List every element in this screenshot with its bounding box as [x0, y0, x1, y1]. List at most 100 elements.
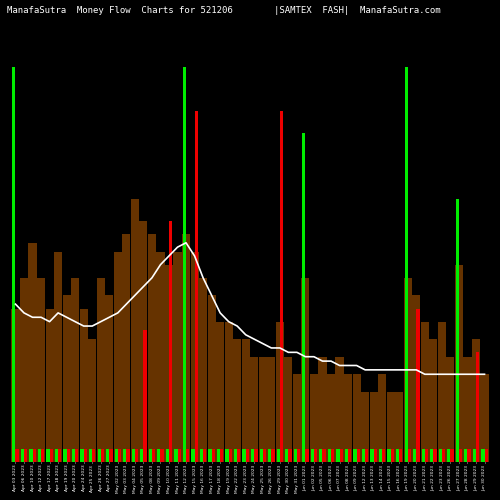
Bar [413, 449, 416, 462]
Bar [105, 296, 114, 462]
Bar [450, 449, 454, 462]
Bar [50, 449, 53, 462]
Bar [468, 449, 470, 462]
Bar [123, 449, 126, 462]
Bar [20, 278, 28, 462]
Bar [434, 449, 436, 462]
Bar [268, 449, 272, 462]
Bar [412, 296, 420, 462]
Bar [288, 449, 292, 462]
Bar [144, 330, 146, 462]
Bar [148, 449, 152, 462]
Bar [41, 449, 44, 462]
Bar [354, 449, 356, 462]
Bar [388, 449, 390, 462]
Bar [46, 308, 54, 462]
Bar [480, 374, 488, 462]
Bar [374, 449, 377, 462]
Bar [88, 339, 96, 462]
Bar [242, 339, 250, 462]
Bar [106, 449, 110, 462]
Bar [132, 449, 135, 462]
Bar [473, 449, 476, 462]
Bar [268, 356, 276, 462]
Bar [250, 356, 258, 462]
Bar [192, 449, 194, 462]
Bar [260, 449, 263, 462]
Bar [217, 449, 220, 462]
Bar [438, 449, 442, 462]
Bar [464, 449, 468, 462]
Bar [362, 449, 365, 462]
Bar [396, 449, 399, 462]
Bar [200, 449, 203, 462]
Bar [182, 234, 190, 462]
Bar [203, 449, 206, 462]
Bar [430, 339, 438, 462]
Bar [459, 449, 462, 462]
Bar [84, 449, 87, 462]
Bar [408, 449, 411, 462]
Bar [399, 449, 402, 462]
Bar [55, 449, 58, 462]
Bar [327, 374, 335, 462]
Bar [58, 449, 61, 462]
Bar [484, 449, 488, 462]
Bar [12, 308, 20, 462]
Bar [114, 449, 118, 462]
Bar [258, 356, 267, 462]
Bar [186, 449, 190, 462]
Bar [38, 449, 41, 462]
Bar [336, 356, 344, 462]
Bar [190, 252, 198, 462]
Bar [430, 449, 434, 462]
Bar [166, 449, 169, 462]
Bar [64, 449, 66, 462]
Bar [71, 278, 79, 462]
Bar [46, 449, 50, 462]
Bar [140, 449, 143, 462]
Bar [344, 374, 352, 462]
Bar [212, 449, 215, 462]
Bar [157, 449, 160, 462]
Bar [280, 112, 283, 462]
Bar [404, 68, 408, 462]
Bar [114, 252, 122, 462]
Bar [356, 449, 360, 462]
Bar [425, 449, 428, 462]
Bar [361, 392, 369, 462]
Bar [390, 449, 394, 462]
Bar [21, 449, 24, 462]
Bar [224, 322, 232, 462]
Bar [318, 356, 326, 462]
Bar [16, 449, 18, 462]
Bar [456, 199, 459, 462]
Bar [302, 133, 306, 462]
Bar [272, 449, 274, 462]
Bar [80, 449, 84, 462]
Bar [75, 449, 78, 462]
Bar [370, 392, 378, 462]
Bar [472, 339, 480, 462]
Bar [183, 68, 186, 462]
Bar [131, 199, 139, 462]
Bar [169, 221, 172, 462]
Bar [233, 339, 241, 462]
Bar [314, 449, 317, 462]
Bar [92, 449, 96, 462]
Bar [216, 322, 224, 462]
Text: ManafaSutra  Money Flow  Charts for 521206: ManafaSutra Money Flow Charts for 521206 [7, 6, 232, 15]
Bar [395, 392, 404, 462]
Bar [148, 234, 156, 462]
Bar [294, 449, 297, 462]
Text: |SAMTEX  FASH|  ManafaSutra.com: |SAMTEX FASH| ManafaSutra.com [274, 6, 441, 15]
Bar [165, 264, 173, 462]
Bar [416, 308, 420, 462]
Bar [254, 449, 258, 462]
Bar [178, 449, 181, 462]
Bar [379, 449, 382, 462]
Bar [382, 449, 386, 462]
Bar [421, 322, 429, 462]
Bar [251, 449, 254, 462]
Bar [37, 278, 45, 462]
